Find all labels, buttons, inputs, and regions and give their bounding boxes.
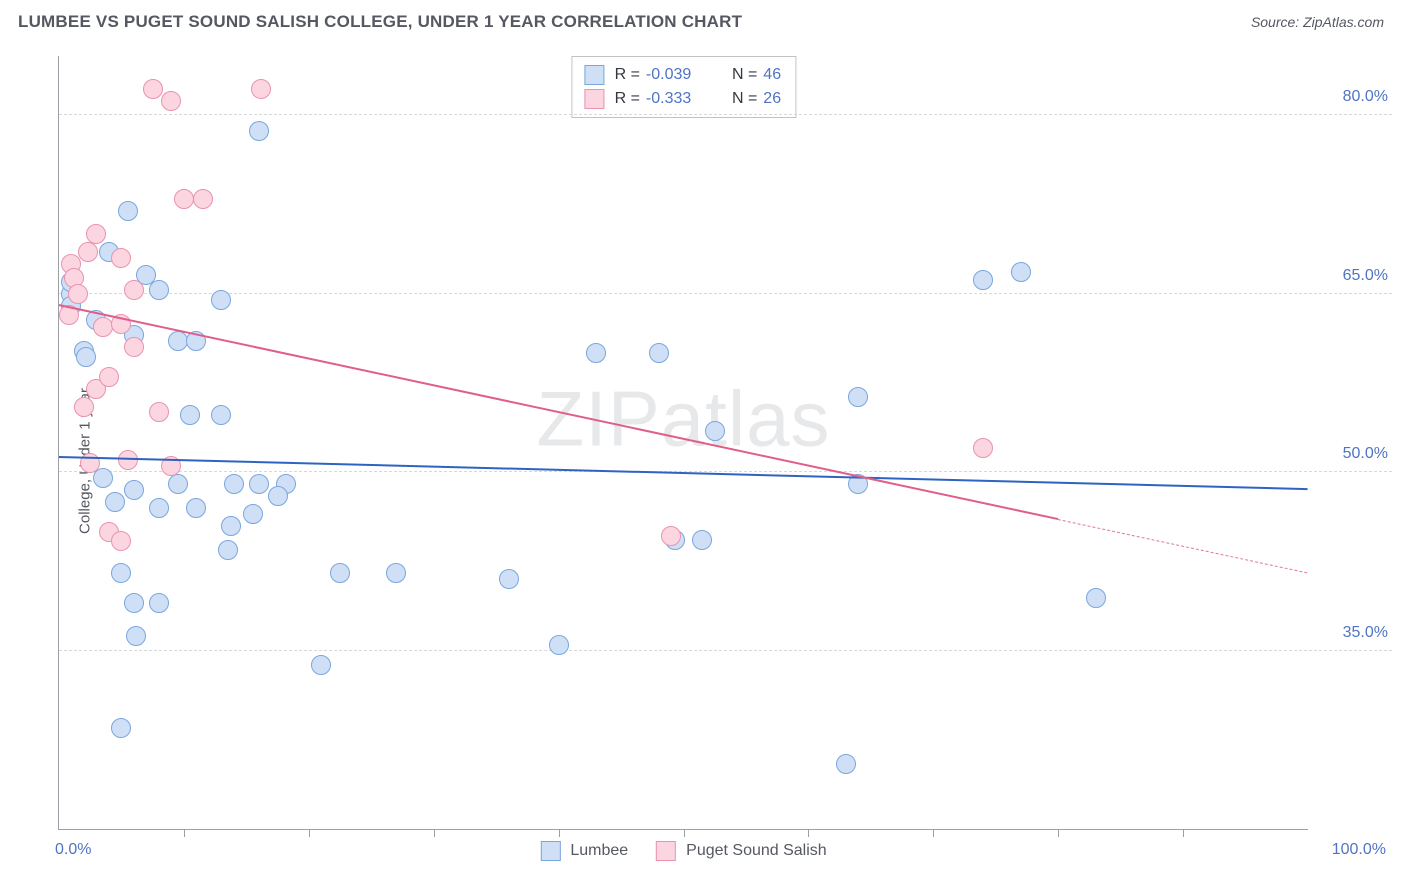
- data-point: [661, 526, 681, 546]
- data-point: [161, 91, 181, 111]
- data-point: [124, 337, 144, 357]
- legend-swatch: [584, 65, 604, 85]
- data-point: [143, 79, 163, 99]
- data-point: [124, 480, 144, 500]
- legend-swatch: [540, 841, 560, 861]
- chart-area: College, Under 1 year ZIPatlas R = -0.03…: [18, 48, 1392, 874]
- data-point: [74, 397, 94, 417]
- x-tick: [184, 829, 185, 837]
- data-point: [149, 280, 169, 300]
- gridline: [59, 293, 1392, 294]
- data-point: [174, 189, 194, 209]
- data-point: [249, 121, 269, 141]
- x-tick: [434, 829, 435, 837]
- data-point: [692, 530, 712, 550]
- data-point: [111, 248, 131, 268]
- data-point: [973, 438, 993, 458]
- data-point: [111, 531, 131, 551]
- legend-swatch: [584, 89, 604, 109]
- x-tick: [684, 829, 685, 837]
- data-point: [126, 626, 146, 646]
- data-point: [1011, 262, 1031, 282]
- gridline: [59, 650, 1392, 651]
- data-point: [124, 280, 144, 300]
- data-point: [124, 593, 144, 613]
- legend-row: R = -0.039N = 46: [584, 63, 781, 87]
- data-point: [168, 474, 188, 494]
- legend-label: Puget Sound Salish: [686, 842, 827, 860]
- data-point: [76, 347, 96, 367]
- legend-correlation: R = -0.039N = 46R = -0.333N = 26: [571, 56, 796, 118]
- data-point: [78, 242, 98, 262]
- data-point: [68, 284, 88, 304]
- data-point: [243, 504, 263, 524]
- legend-label: Lumbee: [570, 842, 628, 860]
- data-point: [193, 189, 213, 209]
- data-point: [549, 635, 569, 655]
- data-point: [99, 367, 119, 387]
- y-tick-label: 65.0%: [1316, 267, 1388, 285]
- data-point: [118, 450, 138, 470]
- legend-swatch: [656, 841, 676, 861]
- data-point: [86, 224, 106, 244]
- data-point: [330, 563, 350, 583]
- y-tick-label: 80.0%: [1316, 88, 1388, 106]
- data-point: [268, 486, 288, 506]
- chart-source: Source: ZipAtlas.com: [1251, 14, 1384, 30]
- x-tick: [808, 829, 809, 837]
- data-point: [149, 498, 169, 518]
- data-point: [186, 498, 206, 518]
- data-point: [111, 563, 131, 583]
- data-point: [848, 387, 868, 407]
- data-point: [111, 718, 131, 738]
- x-tick-label: 100.0%: [1332, 841, 1386, 859]
- gridline: [59, 114, 1392, 115]
- x-tick: [309, 829, 310, 837]
- chart-title: LUMBEE VS PUGET SOUND SALISH COLLEGE, UN…: [18, 12, 742, 32]
- legend-row: R = -0.333N = 26: [584, 87, 781, 111]
- x-tick: [1058, 829, 1059, 837]
- y-tick-label: 35.0%: [1316, 624, 1388, 642]
- data-point: [499, 569, 519, 589]
- watermark: ZIPatlas: [536, 374, 830, 465]
- legend-item: Lumbee: [540, 841, 628, 861]
- data-point: [249, 474, 269, 494]
- data-point: [218, 540, 238, 560]
- x-tick: [1183, 829, 1184, 837]
- data-point: [211, 290, 231, 310]
- data-point: [649, 343, 669, 363]
- data-point: [105, 492, 125, 512]
- x-tick-label: 0.0%: [55, 841, 91, 859]
- x-tick: [933, 829, 934, 837]
- data-point: [93, 317, 113, 337]
- data-point: [149, 593, 169, 613]
- data-point: [168, 331, 188, 351]
- data-point: [251, 79, 271, 99]
- legend-series: Lumbee Puget Sound Salish: [540, 841, 826, 861]
- gridline: [59, 471, 1392, 472]
- data-point: [118, 201, 138, 221]
- data-point: [211, 405, 231, 425]
- data-point: [705, 421, 725, 441]
- trend-line: [59, 304, 1059, 520]
- data-point: [973, 270, 993, 290]
- data-point: [224, 474, 244, 494]
- y-tick-label: 50.0%: [1316, 445, 1388, 463]
- data-point: [93, 468, 113, 488]
- legend-item: Puget Sound Salish: [656, 841, 827, 861]
- data-point: [386, 563, 406, 583]
- data-point: [836, 754, 856, 774]
- trend-line: [59, 456, 1308, 490]
- trend-line: [1058, 519, 1308, 573]
- data-point: [180, 405, 200, 425]
- data-point: [311, 655, 331, 675]
- x-tick: [559, 829, 560, 837]
- data-point: [221, 516, 241, 536]
- plot-region: ZIPatlas R = -0.039N = 46R = -0.333N = 2…: [58, 56, 1308, 830]
- chart-header: LUMBEE VS PUGET SOUND SALISH COLLEGE, UN…: [0, 0, 1406, 40]
- data-point: [1086, 588, 1106, 608]
- data-point: [149, 402, 169, 422]
- data-point: [586, 343, 606, 363]
